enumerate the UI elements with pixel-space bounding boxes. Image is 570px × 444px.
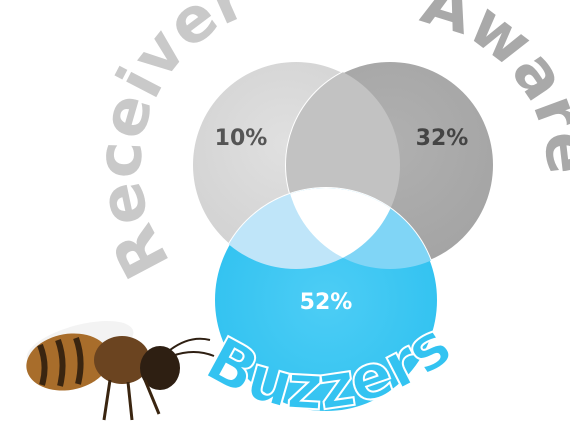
- percent-receivers: 10%: [215, 126, 268, 151]
- percent-aware: 32%: [416, 126, 469, 151]
- percent-buzzers: 52%: [300, 290, 353, 315]
- bee-illustration: [22, 311, 214, 420]
- venn-diagram: 10% 32% 52% Receivers Aware Buzzers: [0, 0, 570, 444]
